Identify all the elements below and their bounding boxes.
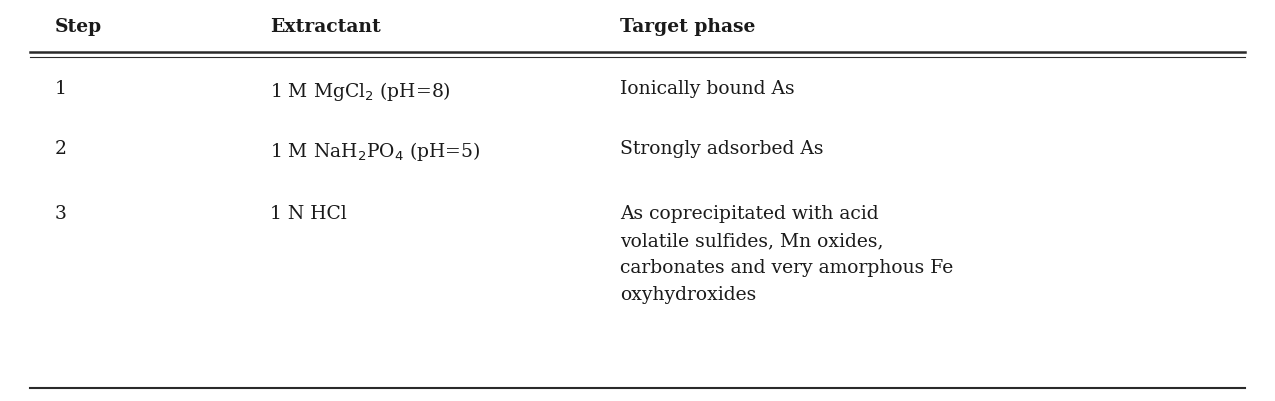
Text: As coprecipitated with acid
volatile sulfides, Mn oxides,
carbonates and very am: As coprecipitated with acid volatile sul… [620,205,954,304]
Text: Step: Step [55,18,102,36]
Text: 2: 2 [55,140,68,158]
Text: 1: 1 [55,80,66,98]
Text: Target phase: Target phase [620,18,755,36]
Text: 1 M MgCl$_2$ (pH=8): 1 M MgCl$_2$ (pH=8) [270,80,451,103]
Text: Ionically bound As: Ionically bound As [620,80,794,98]
Text: 3: 3 [55,205,66,223]
Text: 1 M NaH$_2$PO$_4$ (pH=5): 1 M NaH$_2$PO$_4$ (pH=5) [270,140,481,163]
Text: Strongly adsorbed As: Strongly adsorbed As [620,140,824,158]
Text: 1 N HCl: 1 N HCl [270,205,347,223]
Text: Extractant: Extractant [270,18,381,36]
